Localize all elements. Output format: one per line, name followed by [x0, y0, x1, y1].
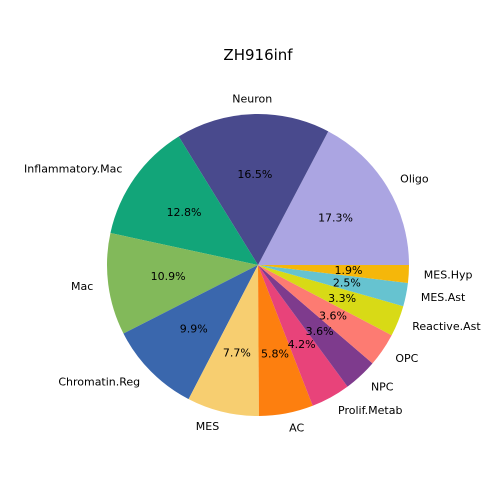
category-label-mes-hyp: MES.Hyp — [424, 268, 473, 281]
slice-mes-hyp — [258, 265, 409, 283]
slice-opc — [258, 265, 392, 364]
percent-label-mes-hyp: 1.9% — [334, 264, 362, 277]
slice-mes — [188, 265, 259, 416]
category-labels: Oligo Neuron Inflammatory.Mac Mac Chromatin.… — [24, 92, 481, 434]
percent-label-oligo: 17.3% — [318, 212, 353, 225]
category-label-mes-ast: MES.Ast — [421, 291, 466, 304]
category-label-npc: NPC — [371, 380, 394, 393]
percent-label-mes-ast: 2.5% — [333, 276, 361, 289]
category-label-opc: OPC — [395, 352, 418, 365]
percent-label-neuron: 16.5% — [237, 168, 272, 181]
category-label-ac: AC — [289, 422, 304, 435]
percent-label-inflammatory-mac: 12.8% — [167, 206, 202, 219]
category-label-oligo: Oligo — [400, 173, 429, 186]
slice-reactive-ast — [258, 265, 404, 336]
slice-neuron — [178, 113, 329, 265]
slice-npc — [258, 265, 373, 387]
category-label-inflammatory-mac: Inflammatory.Mac — [24, 163, 122, 176]
percent-label-ac: 5.8% — [261, 347, 289, 360]
percent-label-reactive-ast: 3.3% — [328, 292, 356, 305]
slice-chromatin-reg — [123, 265, 259, 400]
percent-label-mes: 7.7% — [223, 347, 251, 360]
category-label-prolif-metab: Prolif.Metab — [338, 404, 402, 417]
percent-label-chromatin-reg: 9.9% — [180, 322, 208, 335]
percent-label-opc: 3.6% — [319, 309, 347, 322]
percent-label-mac: 10.9% — [151, 270, 186, 283]
category-label-mes: MES — [196, 420, 219, 433]
slice-inflammatory-mac — [110, 136, 258, 265]
category-label-neuron: Neuron — [232, 92, 272, 105]
slice-ac — [258, 265, 313, 416]
percent-label-prolif-metab: 4.2% — [288, 338, 316, 351]
slice-mac — [107, 232, 259, 334]
category-label-reactive-ast: Reactive.Ast — [412, 320, 481, 333]
percent-label-npc: 3.6% — [306, 325, 334, 338]
chart-title: ZH916inf — [223, 46, 293, 64]
percent-labels: 17.3%16.5%12.8%10.9%9.9%7.7% 5.8%4.2%3.6%… — [151, 168, 363, 361]
category-label-mac: Mac — [71, 280, 93, 293]
slice-prolif-metab — [258, 265, 348, 406]
pie-slices — [107, 113, 409, 416]
slice-oligo — [258, 131, 409, 265]
slice-mes-ast — [258, 265, 408, 307]
category-label-chromatin-reg: Chromatin.Reg — [58, 376, 140, 389]
